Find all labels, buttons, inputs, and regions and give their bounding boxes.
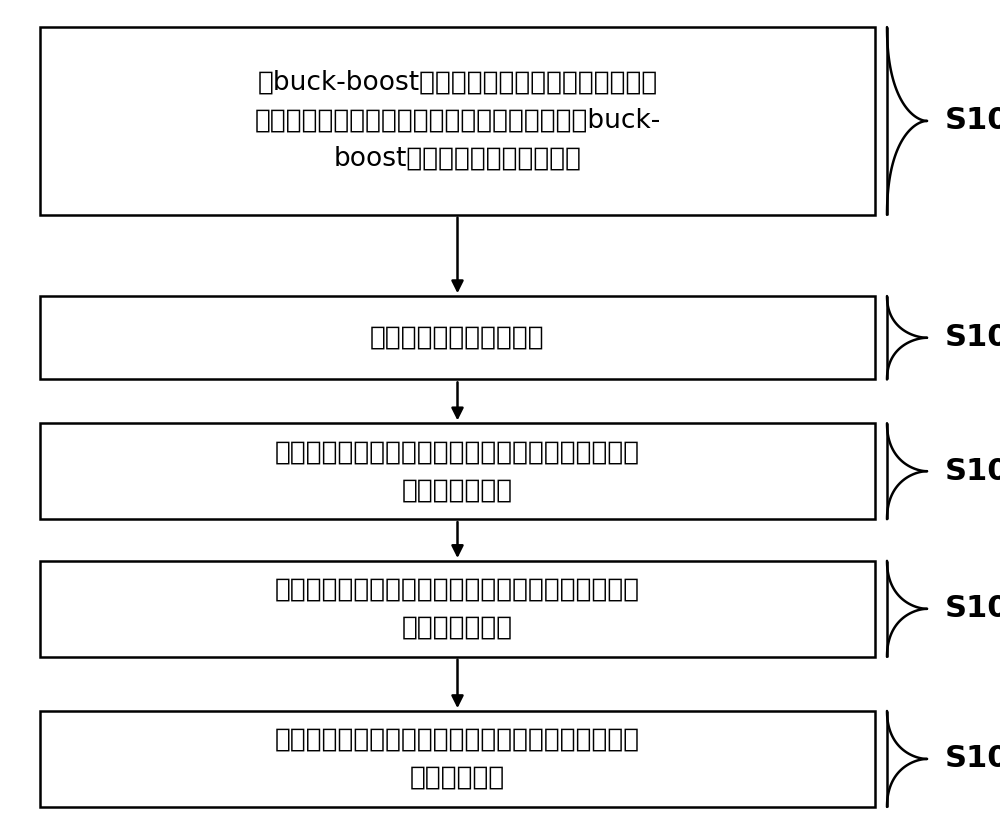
FancyBboxPatch shape: [40, 561, 875, 657]
Text: S101: S101: [945, 324, 1000, 352]
Text: 根据伪线性系统分别获取电流环和电压环被控对象的
开环传递函数: 根据伪线性系统分别获取电流环和电压环被控对象的 开环传递函数: [275, 727, 640, 791]
Text: S103: S103: [945, 595, 1000, 623]
FancyBboxPatch shape: [40, 28, 875, 215]
FancyBboxPatch shape: [40, 711, 875, 807]
Text: S100: S100: [945, 107, 1000, 135]
FancyBboxPatch shape: [40, 296, 875, 379]
Text: S102: S102: [945, 457, 1000, 485]
Text: 对扰动部分进行前馈解耦: 对扰动部分进行前馈解耦: [370, 324, 545, 351]
FancyBboxPatch shape: [40, 424, 875, 519]
Text: 将buck-boost变换器的控制系统分解为扰动部分
、电流环被控对象以及电压环被控对象以构建该buck-
boost变换器的大信号电路模型: 将buck-boost变换器的控制系统分解为扰动部分 、电流环被控对象以及电压环…: [254, 70, 661, 172]
Text: 对电压环被控对象进行逆系统解耦及线性反馈将其补
偿为伪线性系统: 对电压环被控对象进行逆系统解耦及线性反馈将其补 偿为伪线性系统: [275, 577, 640, 641]
Text: S104: S104: [945, 745, 1000, 773]
Text: 对电流环被控对象进行逆系统解耦及线性反馈将其补
偿为伪线性系统: 对电流环被控对象进行逆系统解耦及线性反馈将其补 偿为伪线性系统: [275, 440, 640, 503]
